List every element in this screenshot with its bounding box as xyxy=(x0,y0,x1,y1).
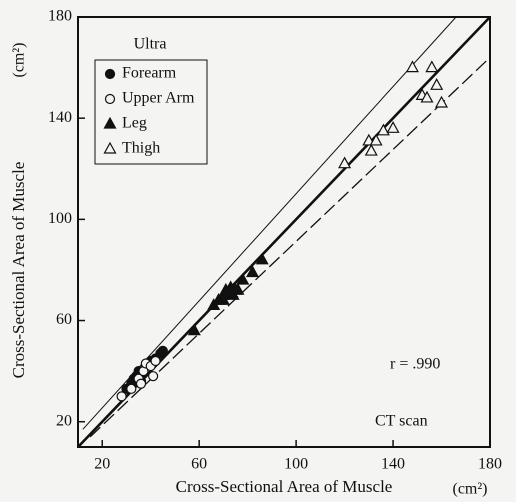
point xyxy=(126,383,137,394)
point xyxy=(150,355,161,367)
point xyxy=(425,60,439,73)
point xyxy=(338,156,352,169)
y-tick-label: 180 xyxy=(48,8,72,25)
point xyxy=(420,90,434,103)
point xyxy=(255,252,269,265)
y-axis-unit: (cm²) xyxy=(11,43,28,78)
x-tick-label: 140 xyxy=(381,456,405,473)
legend-marker xyxy=(103,116,117,129)
legend-label: Upper Arm xyxy=(122,90,195,107)
y-tick-label: 60 xyxy=(56,311,72,328)
legend-title: Ultra xyxy=(134,36,167,53)
point xyxy=(386,121,400,133)
point xyxy=(116,391,127,402)
legend-marker xyxy=(104,68,116,80)
point xyxy=(245,265,260,278)
point xyxy=(364,143,378,156)
plot-frame xyxy=(77,16,491,448)
point xyxy=(376,123,390,136)
reference-line xyxy=(89,56,491,438)
point xyxy=(148,371,159,382)
x-tick-label: 60 xyxy=(191,456,207,473)
x-axis-unit: (cm²) xyxy=(453,481,488,498)
annotation: CT scan xyxy=(375,413,428,430)
point xyxy=(231,282,245,295)
legend-label: Leg xyxy=(122,115,147,132)
point xyxy=(236,272,250,285)
x-axis-label: Cross-Sectional Area of Muscle xyxy=(176,477,393,496)
point xyxy=(187,323,201,336)
y-tick-label: 140 xyxy=(48,109,72,126)
y-axis-label: Cross-Sectional Area of Muscle xyxy=(9,162,28,379)
y-tick-label: 100 xyxy=(48,210,72,227)
point xyxy=(405,60,419,73)
legend-label: Forearm xyxy=(122,65,177,82)
y-tick-label: 20 xyxy=(56,412,72,429)
legend-marker xyxy=(104,93,116,105)
point xyxy=(430,78,444,90)
x-tick-label: 20 xyxy=(94,456,110,473)
x-tick-label: 180 xyxy=(478,456,502,473)
point xyxy=(216,293,230,305)
point xyxy=(369,133,383,146)
point xyxy=(135,378,147,389)
legend-label: Thigh xyxy=(122,140,160,157)
legend-marker xyxy=(103,141,117,154)
annotation: r = .990 xyxy=(390,356,440,373)
point xyxy=(157,345,168,356)
x-tick-label: 100 xyxy=(284,456,308,473)
point xyxy=(435,95,449,108)
